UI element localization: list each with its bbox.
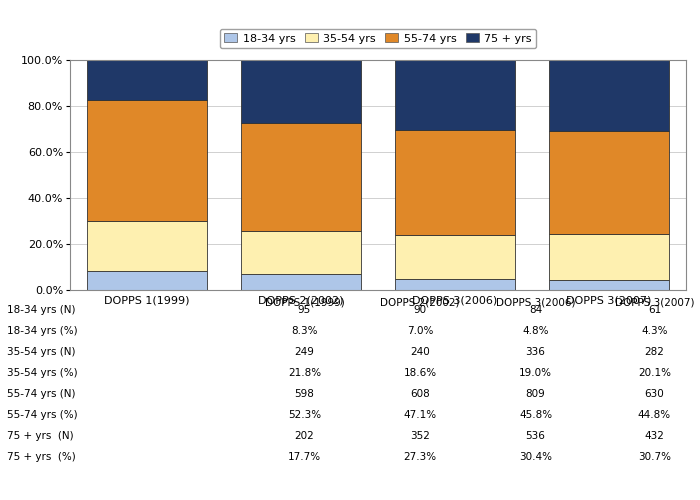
- Bar: [395, 60, 515, 130]
- Text: 44.8%: 44.8%: [638, 410, 671, 420]
- Text: 598: 598: [295, 389, 314, 399]
- Text: 202: 202: [295, 431, 314, 441]
- Text: DOPPS 3(2007): DOPPS 3(2007): [615, 298, 694, 308]
- Bar: [241, 123, 361, 231]
- Bar: [241, 274, 361, 290]
- Legend: 18-34 yrs, 35-54 yrs, 55-74 yrs, 75 + yrs: 18-34 yrs, 35-54 yrs, 55-74 yrs, 75 + yr…: [220, 29, 536, 48]
- Text: DOPPS 3(2006): DOPPS 3(2006): [496, 298, 575, 308]
- Text: 84: 84: [529, 305, 542, 315]
- Bar: [549, 131, 669, 234]
- Text: 249: 249: [295, 347, 314, 357]
- Text: 61: 61: [648, 305, 661, 315]
- Text: 18-34 yrs (%): 18-34 yrs (%): [7, 326, 78, 336]
- Text: 4.3%: 4.3%: [641, 326, 668, 336]
- Text: 90: 90: [414, 305, 426, 315]
- Text: 608: 608: [410, 389, 430, 399]
- Text: 35-54 yrs (%): 35-54 yrs (%): [7, 368, 78, 378]
- Text: 536: 536: [526, 431, 545, 441]
- Bar: [549, 234, 669, 280]
- Bar: [549, 280, 669, 290]
- Text: 30.4%: 30.4%: [519, 452, 552, 462]
- Text: 45.8%: 45.8%: [519, 410, 552, 420]
- Text: 21.8%: 21.8%: [288, 368, 321, 378]
- Text: 809: 809: [526, 389, 545, 399]
- Text: 18-34 yrs (N): 18-34 yrs (N): [7, 305, 76, 315]
- Bar: [87, 221, 207, 271]
- Bar: [87, 271, 207, 290]
- Text: 55-74 yrs (%): 55-74 yrs (%): [7, 410, 78, 420]
- Bar: [241, 60, 361, 123]
- Text: 432: 432: [645, 431, 664, 441]
- Text: 35-54 yrs (N): 35-54 yrs (N): [7, 347, 76, 357]
- Text: 240: 240: [410, 347, 430, 357]
- Text: 47.1%: 47.1%: [403, 410, 437, 420]
- Bar: [87, 60, 207, 100]
- Text: 4.8%: 4.8%: [522, 326, 549, 336]
- Text: 95: 95: [298, 305, 311, 315]
- Text: DOPPS 2(2002): DOPPS 2(2002): [380, 298, 460, 308]
- Text: 55-74 yrs (N): 55-74 yrs (N): [7, 389, 76, 399]
- Text: 75 + yrs  (N): 75 + yrs (N): [7, 431, 74, 441]
- Bar: [395, 279, 515, 290]
- Bar: [549, 60, 669, 131]
- Text: 282: 282: [645, 347, 664, 357]
- Text: 52.3%: 52.3%: [288, 410, 321, 420]
- Text: DOPPS 1(1999): DOPPS 1(1999): [265, 298, 344, 308]
- Bar: [395, 130, 515, 236]
- Bar: [395, 236, 515, 279]
- Text: 8.3%: 8.3%: [291, 326, 318, 336]
- Text: 17.7%: 17.7%: [288, 452, 321, 462]
- Text: 30.7%: 30.7%: [638, 452, 671, 462]
- Text: 27.3%: 27.3%: [403, 452, 437, 462]
- Text: 7.0%: 7.0%: [407, 326, 433, 336]
- Bar: [241, 231, 361, 274]
- Text: 19.0%: 19.0%: [519, 368, 552, 378]
- Text: 336: 336: [526, 347, 545, 357]
- Bar: [87, 100, 207, 221]
- Text: 18.6%: 18.6%: [403, 368, 437, 378]
- Text: 352: 352: [410, 431, 430, 441]
- Text: 20.1%: 20.1%: [638, 368, 671, 378]
- Text: 75 + yrs  (%): 75 + yrs (%): [7, 452, 76, 462]
- Text: 630: 630: [645, 389, 664, 399]
